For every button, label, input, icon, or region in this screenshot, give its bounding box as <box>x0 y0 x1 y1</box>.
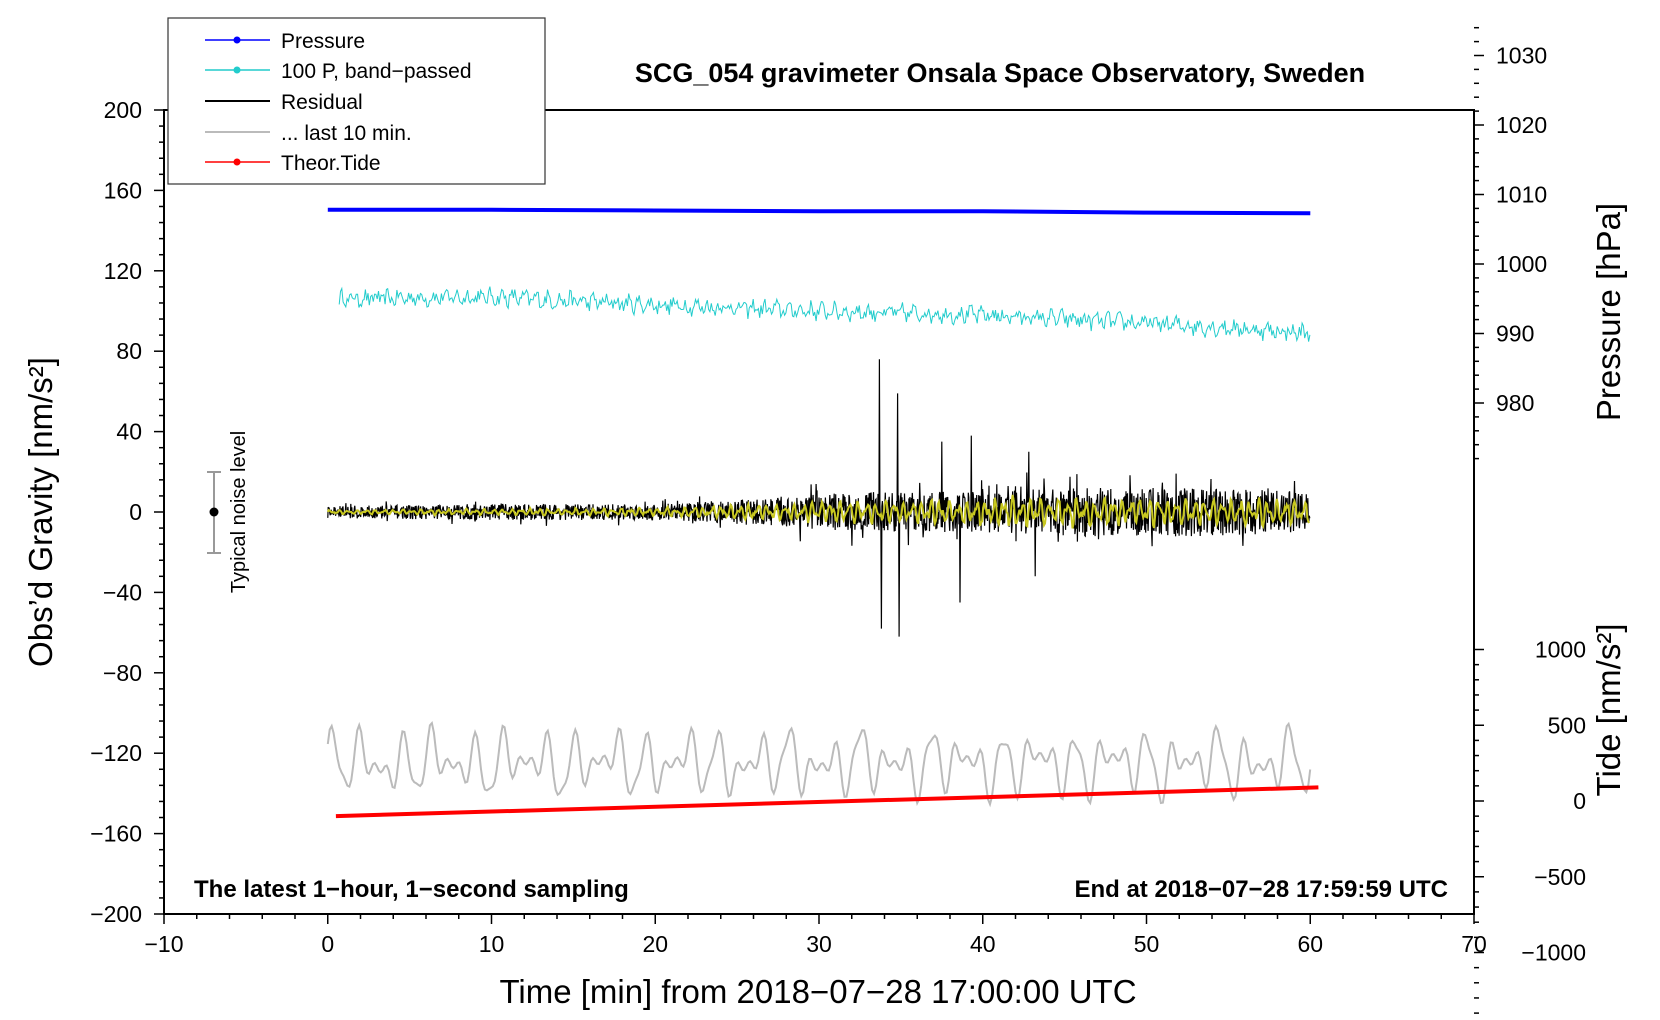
pressure-tick-label: 980 <box>1496 390 1534 416</box>
legend-item-pressure: Pressure <box>205 30 365 53</box>
chart-title: SCG_054 gravimeter Onsala Space Observat… <box>635 58 1365 88</box>
tide-tick-label: −1500 <box>1521 1015 1586 1020</box>
x-axis-label: Time [min] from 2018−07−28 17:00:00 UTC <box>499 973 1136 1010</box>
y-tick-label: 120 <box>104 258 142 284</box>
tide-tick-label: −500 <box>1534 864 1586 890</box>
series-layer <box>326 207 1319 819</box>
y-tick-label: 0 <box>129 499 142 525</box>
tide-tick-label: 0 <box>1573 788 1586 814</box>
y-tick-label: −160 <box>90 821 142 847</box>
x-tick-label: 20 <box>642 931 668 957</box>
series-residual-smoothed-line <box>326 494 1311 530</box>
legend-item-theor-tide: Theor.Tide <box>205 152 381 175</box>
legend-label-residual: Residual <box>281 91 363 114</box>
y-tick-label: −80 <box>103 660 142 686</box>
y-axis-label: Obs’d Gravity [nm/s²] <box>22 357 59 667</box>
series-last-10-min-line <box>326 720 1312 808</box>
legend-marker-theor-tide <box>233 158 241 166</box>
legend-label-band-passed: 100 P, band−passed <box>281 60 472 83</box>
legend-item-band-passed: 100 P, band−passed <box>205 60 472 83</box>
tide-tick-label: −1000 <box>1521 940 1586 966</box>
tide-tick-label: 1000 <box>1535 637 1586 663</box>
x-tick-label: 0 <box>321 931 334 957</box>
x-tick-label: 50 <box>1134 931 1160 957</box>
pressure-tick-label: 1030 <box>1496 43 1547 69</box>
legend-item-residual: Residual <box>205 91 363 114</box>
y-tick-label: 80 <box>116 338 142 364</box>
noise-label: Typical noise level <box>228 431 250 593</box>
tide-tick-label: 500 <box>1548 712 1586 738</box>
series-residual-line <box>327 359 1311 637</box>
pressure-tick-label: 1020 <box>1496 112 1547 138</box>
noise-bar <box>207 471 221 554</box>
y-tick-label: −200 <box>90 901 142 927</box>
x-tick-label: 40 <box>970 931 996 957</box>
pressure-tick-label: 1010 <box>1496 182 1547 208</box>
x-tick-label: 10 <box>479 931 505 957</box>
x-tick-label: 30 <box>806 931 832 957</box>
note-sampling: The latest 1−hour, 1−second sampling <box>194 876 629 903</box>
y-tick-label: −120 <box>90 740 142 766</box>
legend-label-last-10-min: ... last 10 min. <box>281 122 412 145</box>
pressure-tick-label: 1000 <box>1496 251 1547 277</box>
x-tick-label: −10 <box>144 931 183 957</box>
series-theor-tide-line <box>335 785 1319 819</box>
y-tick-label: 160 <box>104 177 142 203</box>
y-tick-label: −40 <box>103 579 142 605</box>
x-tick-label: 60 <box>1297 931 1323 957</box>
note-end-time: End at 2018−07−28 17:59:59 UTC <box>1074 876 1448 903</box>
pressure-tick-label: 990 <box>1496 321 1534 347</box>
legend-label-theor-tide: Theor.Tide <box>281 152 381 175</box>
legend-marker-pressure <box>233 36 241 44</box>
legend-item-last-10-min: ... last 10 min. <box>205 122 412 145</box>
y-tick-label: 40 <box>116 419 142 445</box>
legend-label-pressure: Pressure <box>281 30 365 53</box>
pressure-axis-label: Pressure [hPa] <box>1590 203 1627 421</box>
legend: Pressure 100 P, band−passed Residual ...… <box>167 17 546 185</box>
legend-marker-band-passed <box>233 66 241 74</box>
series-pressure-line <box>327 207 1311 216</box>
series-band-passed-line <box>338 286 1311 343</box>
tide-axis-label: Tide [nm/s²] <box>1590 624 1627 797</box>
y-tick-label: 200 <box>104 97 142 123</box>
ticks-layer: −10 0 10 20 30 40 50 60 7020016012080400−40−80−1… <box>90 26 1586 1020</box>
noise-bar-center <box>209 507 219 517</box>
